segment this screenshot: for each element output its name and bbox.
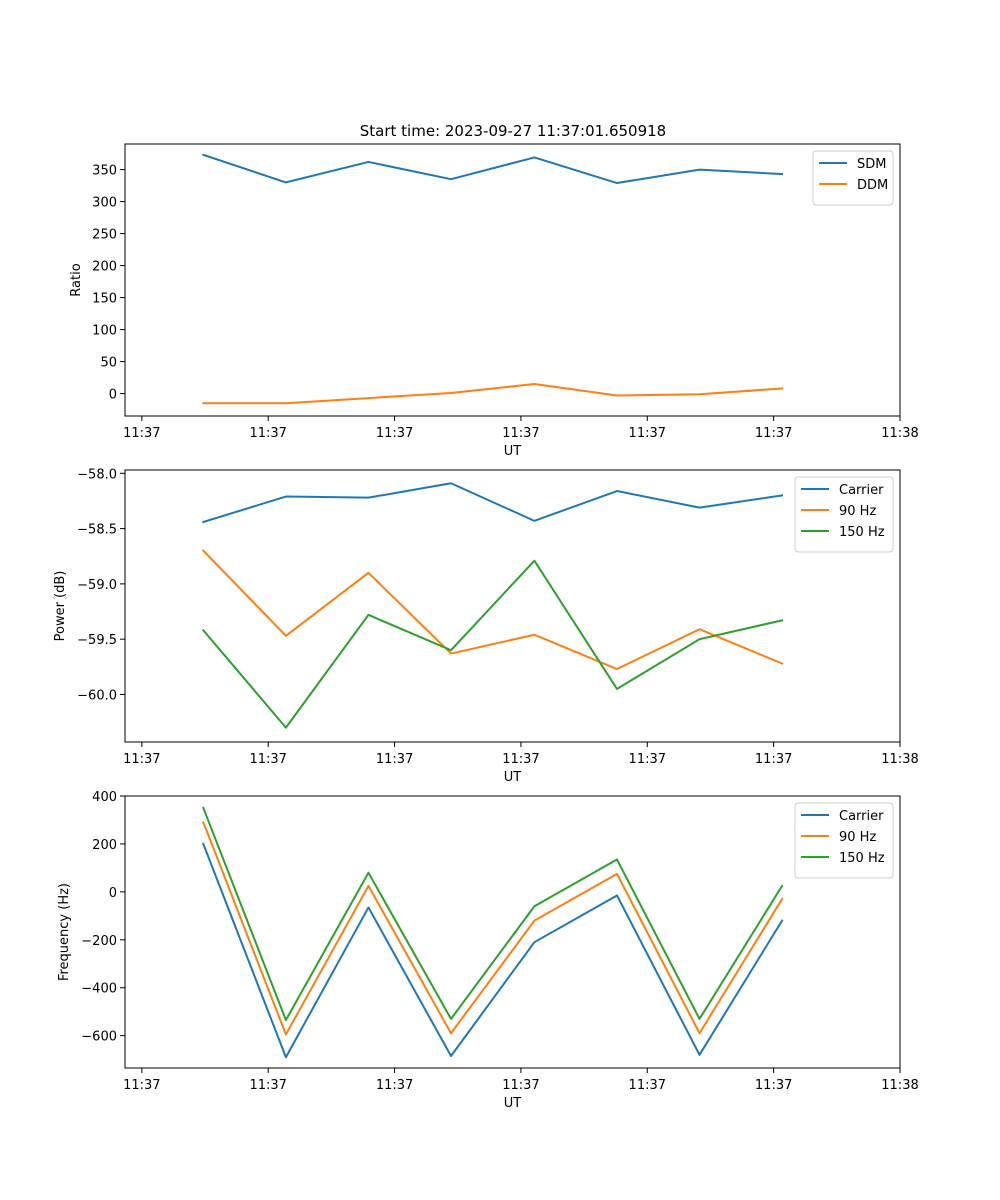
x-tick-label: 11:37 xyxy=(502,1078,539,1093)
series-line-carrier xyxy=(202,482,784,524)
y-axis-label: Frequency (Hz) xyxy=(57,883,72,981)
x-tick-label: 11:37 xyxy=(123,1078,160,1093)
legend-box xyxy=(794,802,894,879)
y-tick-label: 200 xyxy=(92,260,117,275)
y-tick-label: 250 xyxy=(92,228,117,243)
y-axis-label: Power (dB) xyxy=(53,571,68,642)
x-axis-label: UT xyxy=(504,1096,522,1111)
legend-label: 150 Hz xyxy=(839,851,885,866)
y-tick-label: 100 xyxy=(92,324,117,339)
subplot-frequency: 11:37 11:37 11:37 11:37 11:37 11:37 11:38 −600 −… xyxy=(57,790,919,1111)
y-tick-label: −200 xyxy=(81,934,117,949)
x-axis-label: UT xyxy=(504,770,522,785)
x-tick-label: 11:37 xyxy=(249,1078,286,1093)
x-tick-label: 11:38 xyxy=(881,752,918,767)
series-line-sdm xyxy=(202,153,784,185)
subplot-power: 11:37 11:37 11:37 11:37 11:37 11:37 11:38 −60.0… xyxy=(53,467,919,785)
x-tick-label: 11:37 xyxy=(629,752,666,767)
y-tick-label: −58.0 xyxy=(77,467,117,482)
y-tick-label: 300 xyxy=(92,196,117,211)
y-tick-label: 0 xyxy=(109,886,117,901)
x-tick-label: 11:37 xyxy=(755,426,792,441)
legend: SDM DDM xyxy=(812,150,894,206)
legend-label: Carrier xyxy=(839,809,884,824)
axes-frame xyxy=(124,795,901,1069)
series-line-carrier xyxy=(202,842,784,1059)
y-tick-label: −59.5 xyxy=(77,633,117,648)
series-line-150-hz xyxy=(202,806,784,1022)
x-tick-label: 11:37 xyxy=(123,752,160,767)
axes-frame xyxy=(124,143,901,417)
y-tick-label: −60.0 xyxy=(77,688,117,703)
y-tick-label: 200 xyxy=(92,838,117,853)
y-tick-label: 400 xyxy=(92,790,117,805)
y-tick-label: −400 xyxy=(81,982,117,997)
series-line-150-hz xyxy=(201,559,784,729)
x-tick-label: 11:37 xyxy=(755,1078,792,1093)
x-tick-label: 11:38 xyxy=(881,426,918,441)
y-tick-label: 50 xyxy=(100,356,117,371)
axes-frame xyxy=(124,469,901,743)
legend-label: SDM xyxy=(857,157,886,172)
y-tick-label: 150 xyxy=(92,292,117,307)
x-tick-label: 11:38 xyxy=(881,1078,918,1093)
series-line-90-hz xyxy=(202,821,784,1036)
x-tick-label: 11:37 xyxy=(502,426,539,441)
x-tick-label: 11:37 xyxy=(123,426,160,441)
x-tick-label: 11:37 xyxy=(755,752,792,767)
legend-label: Carrier xyxy=(839,483,884,498)
legend-label: DDM xyxy=(857,178,888,193)
legend-box xyxy=(812,150,894,206)
legend: Carrier 90 Hz 150 Hz xyxy=(794,476,894,553)
figure-title: Start time: 2023-09-27 11:37:01.650918 xyxy=(360,122,666,140)
legend-label: 90 Hz xyxy=(839,830,876,845)
y-tick-label: −58.5 xyxy=(77,523,117,538)
x-tick-label: 11:37 xyxy=(502,752,539,767)
x-tick-label: 11:37 xyxy=(376,1078,413,1093)
legend-box xyxy=(794,476,894,553)
y-axis-label: Ratio xyxy=(69,263,84,296)
legend-label: 150 Hz xyxy=(839,525,885,540)
x-tick-label: 11:37 xyxy=(376,752,413,767)
subplot-ratio: 11:37 11:37 11:37 11:37 11:37 11:37 11:38 0 50 10… xyxy=(69,143,919,459)
x-axis-label: UT xyxy=(504,444,522,459)
legend-label: 90 Hz xyxy=(839,504,876,519)
x-tick-label: 11:37 xyxy=(249,426,286,441)
y-tick-label: −600 xyxy=(81,1030,117,1045)
legend: Carrier 90 Hz 150 Hz xyxy=(794,802,894,879)
x-tick-label: 11:37 xyxy=(629,1078,666,1093)
series-line-90-hz xyxy=(201,549,784,671)
y-tick-label: 0 xyxy=(109,388,117,403)
x-tick-label: 11:37 xyxy=(249,752,286,767)
x-tick-label: 11:37 xyxy=(629,426,666,441)
x-tick-label: 11:37 xyxy=(376,426,413,441)
y-tick-label: −59.0 xyxy=(77,578,117,593)
y-tick-label: 350 xyxy=(92,164,117,179)
series-line-ddm xyxy=(202,383,784,405)
